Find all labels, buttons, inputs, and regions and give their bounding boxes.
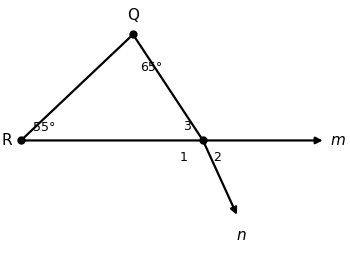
Text: 2: 2 [213,151,221,164]
Text: Q: Q [127,7,139,23]
Text: R: R [2,133,12,148]
Text: 65°: 65° [140,61,162,74]
Text: 1: 1 [180,151,188,164]
Text: m: m [331,133,346,148]
Text: n: n [237,228,246,243]
Text: 3: 3 [183,120,191,132]
Text: 55°: 55° [33,121,56,134]
